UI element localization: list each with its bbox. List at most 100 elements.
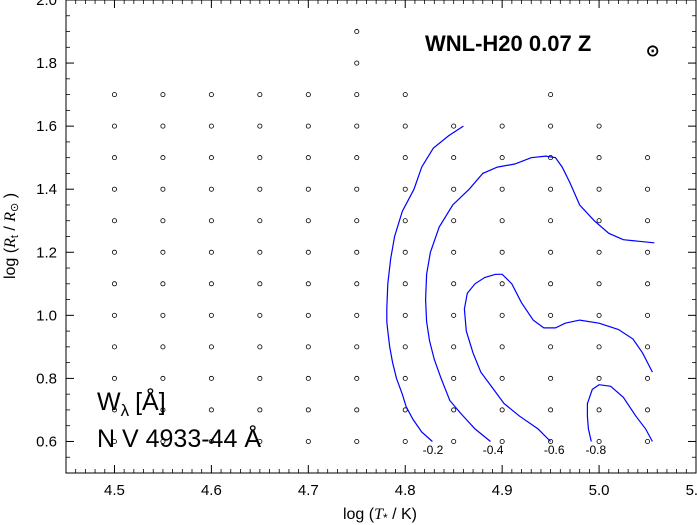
grid-point bbox=[257, 123, 263, 129]
grid-point bbox=[596, 155, 602, 161]
grid-point bbox=[548, 281, 554, 287]
grid-point bbox=[111, 375, 117, 381]
grid-point bbox=[111, 186, 117, 192]
grid-point bbox=[305, 281, 311, 287]
grid-point bbox=[645, 344, 651, 350]
grid-point bbox=[402, 249, 408, 255]
chart-title: WNL-H20 0.07 Z bbox=[425, 31, 591, 56]
grid-point bbox=[111, 155, 117, 161]
contour-label: -0.6 bbox=[544, 443, 565, 457]
grid-point bbox=[548, 344, 554, 350]
grid-point bbox=[499, 155, 505, 161]
grid-point bbox=[257, 344, 263, 350]
grid-point bbox=[645, 407, 651, 413]
y-tick-label: 1.2 bbox=[36, 244, 57, 261]
grid-point bbox=[160, 281, 166, 287]
grid-point bbox=[354, 344, 360, 350]
grid-point bbox=[354, 312, 360, 318]
x-tick-label: 5.0 bbox=[589, 482, 610, 499]
grid-point bbox=[305, 407, 311, 413]
grid-point bbox=[160, 218, 166, 224]
grid-point bbox=[499, 438, 505, 444]
sun-symbol: ⊙ bbox=[646, 43, 659, 60]
grid-point bbox=[305, 438, 311, 444]
grid-point bbox=[305, 155, 311, 161]
grid-point bbox=[111, 249, 117, 255]
y-tick-label: 2.0 bbox=[36, 0, 57, 9]
grid-point bbox=[160, 438, 166, 444]
contour-label: -0.4 bbox=[483, 443, 504, 457]
grid-point bbox=[402, 186, 408, 192]
y-axis-title: log (Rt / R⊙ ) bbox=[2, 193, 21, 279]
x-axis-title: log (T* / K) bbox=[343, 506, 417, 525]
grid-point bbox=[160, 186, 166, 192]
grid-point bbox=[354, 186, 360, 192]
grid-point bbox=[208, 438, 214, 444]
grid-point bbox=[305, 218, 311, 224]
grid-point bbox=[645, 218, 651, 224]
grid-point bbox=[160, 375, 166, 381]
grid-point bbox=[208, 312, 214, 318]
grid-point bbox=[160, 407, 166, 413]
grid-point bbox=[160, 123, 166, 129]
grid-point bbox=[499, 186, 505, 192]
grid-point bbox=[645, 375, 651, 381]
grid-point bbox=[451, 438, 457, 444]
grid-point bbox=[645, 186, 651, 192]
contour-line bbox=[386, 125, 464, 442]
grid-point bbox=[451, 249, 457, 255]
grid-point bbox=[257, 375, 263, 381]
grid-point bbox=[451, 155, 457, 161]
annotation-line2: N V 4933-44 Å bbox=[97, 423, 261, 453]
grid-point bbox=[548, 218, 554, 224]
grid-point bbox=[305, 123, 311, 129]
grid-point bbox=[451, 123, 457, 129]
grid-point bbox=[257, 218, 263, 224]
grid-point bbox=[548, 186, 554, 192]
grid-point bbox=[354, 155, 360, 161]
grid-point bbox=[257, 92, 263, 98]
y-tick-label: 0.6 bbox=[36, 433, 57, 450]
grid-point bbox=[354, 123, 360, 129]
grid-point bbox=[451, 186, 457, 192]
grid-point bbox=[548, 407, 554, 413]
grid-point bbox=[160, 312, 166, 318]
tick-labels: 4.5 4.6 4.7 4.8 4.9 5.0 5.1 0.6 0.8 1.0 1.2 1.4 1.6 1… bbox=[36, 0, 697, 499]
grid-point bbox=[645, 438, 651, 444]
grid-point bbox=[596, 123, 602, 129]
grid-point bbox=[402, 123, 408, 129]
grid-point bbox=[111, 312, 117, 318]
grid-point bbox=[402, 375, 408, 381]
grid-point bbox=[208, 186, 214, 192]
grid-point bbox=[402, 92, 408, 98]
grid-point bbox=[548, 92, 554, 98]
grid-point bbox=[499, 344, 505, 350]
grid-point bbox=[451, 312, 457, 318]
grid-point bbox=[160, 249, 166, 255]
grid-point bbox=[451, 407, 457, 413]
grid-point bbox=[596, 218, 602, 224]
grid-point bbox=[596, 312, 602, 318]
grid-point bbox=[111, 281, 117, 287]
contour-labels: -0.2 -0.4 -0.6 -0.8 bbox=[423, 443, 607, 457]
grid-point bbox=[548, 375, 554, 381]
grid-point bbox=[160, 155, 166, 161]
grid-point bbox=[548, 249, 554, 255]
grid-point bbox=[499, 312, 505, 318]
grid-point bbox=[499, 249, 505, 255]
grid-point bbox=[208, 281, 214, 287]
grid-point bbox=[499, 218, 505, 224]
grid-point bbox=[305, 92, 311, 98]
grid-point bbox=[257, 186, 263, 192]
grid-point bbox=[402, 312, 408, 318]
grid-point bbox=[499, 407, 505, 413]
grid-point bbox=[111, 438, 117, 444]
contour-line bbox=[586, 384, 653, 442]
grid-point bbox=[305, 186, 311, 192]
grid-point bbox=[160, 344, 166, 350]
grid-point bbox=[305, 312, 311, 318]
grid-point bbox=[451, 344, 457, 350]
grid-point bbox=[499, 123, 505, 129]
grid-point bbox=[160, 92, 166, 98]
